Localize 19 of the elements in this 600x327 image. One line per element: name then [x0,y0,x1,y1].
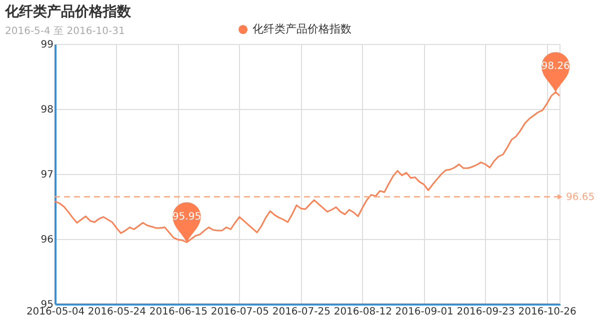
chart-subtitle: 2016-5-4 至 2016-10-31 [5,26,125,37]
x-tick-label: 2016-05-24 [88,306,146,318]
legend-label: 化纤类产品价格指数 [252,22,352,36]
ref-line-label: 96.65 [566,192,595,203]
y-tick-label: 98 [40,104,54,116]
y-tick-label: 96 [40,234,54,246]
x-tick-label: 2016-07-25 [272,306,330,318]
annotation: 98.26 [541,61,570,72]
y-tick-label: 97 [40,170,54,180]
x-tick-label: 2016-09-01 [395,306,454,318]
line-series [54,91,561,243]
x-tick-label: 2016-07-05 [210,306,269,318]
chart-title: 化纤类产品价格指数 [4,3,132,20]
annotation: 95.95 [172,211,202,222]
x-tick-label: 2016-09-23 [456,306,515,318]
x-tick-label: 2016-06-15 [149,306,208,318]
y-tick-label: 99 [40,40,54,50]
x-tick-label: 2016-10-26 [518,306,576,318]
x-tick-label: 2016-08-12 [334,306,392,318]
